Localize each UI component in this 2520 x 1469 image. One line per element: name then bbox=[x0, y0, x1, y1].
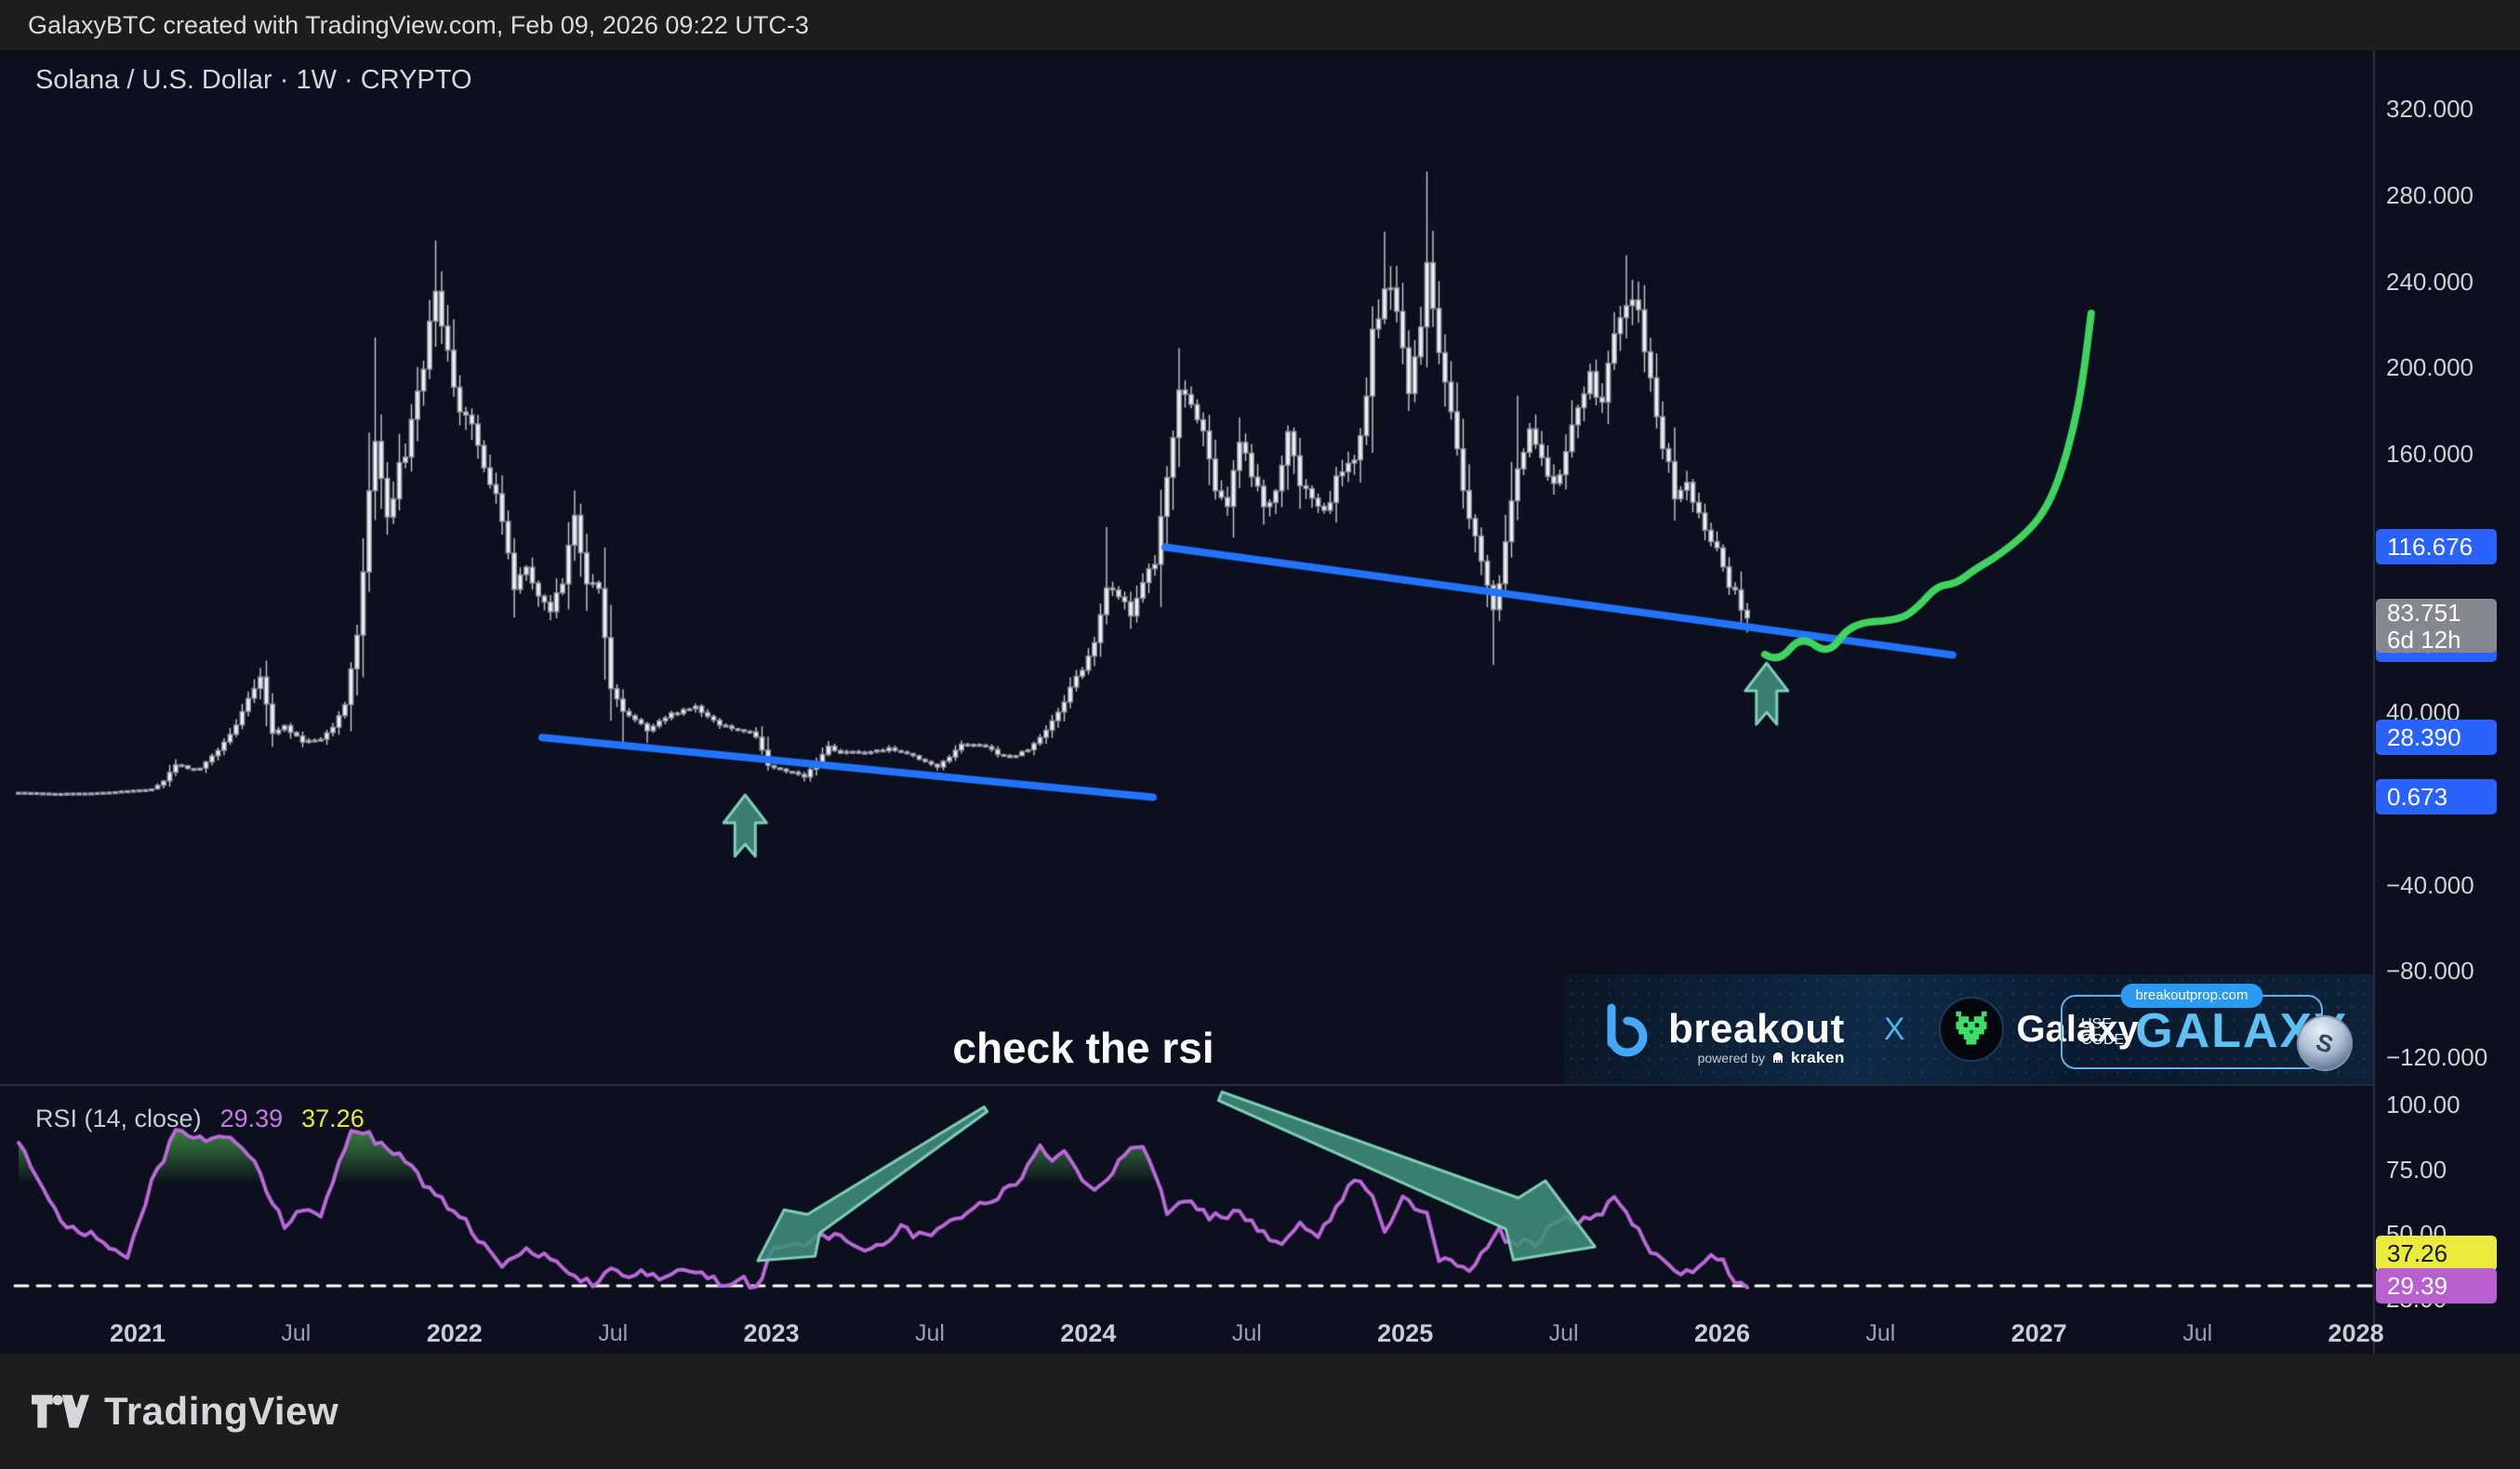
rsi-current-value: 29.39 bbox=[219, 1105, 284, 1132]
galaxy-logo-icon bbox=[1938, 997, 2004, 1062]
rsi-current-badge: 29.39 bbox=[2376, 1268, 2497, 1304]
time-axis-label: 2025 bbox=[1377, 1319, 1434, 1347]
price-axis-label: 160.000 bbox=[2386, 440, 2474, 469]
promo-banner: breakout powered by kraken X Galaxy brea… bbox=[1564, 974, 2373, 1084]
watermark-text: GalaxyBTC created with TradingView.com, … bbox=[28, 11, 809, 39]
last-price-value: 83.751 bbox=[2387, 599, 2461, 627]
galaxy-brand: Galaxy bbox=[1938, 997, 2139, 1062]
time-axis-label: 2026 bbox=[1693, 1319, 1751, 1347]
time-axis-label: Jul bbox=[1231, 1320, 1262, 1346]
tradingview-logo-text[interactable]: TradingView bbox=[104, 1389, 339, 1433]
rsi-legend[interactable]: RSI (14, close) 29.39 37.26 bbox=[35, 1105, 365, 1133]
time-axis-label: Jul bbox=[1865, 1320, 1896, 1346]
price-badge-trendline1-end: 0.673 bbox=[2376, 779, 2497, 814]
time-axis[interactable]: 2021 Jul 2022 Jul 2023 Jul 2024 Jul 2025 Jul 2026 J… bbox=[0, 1313, 2384, 1354]
promo-use-code-label: USE CODE bbox=[2081, 1016, 2125, 1048]
price-badge-trendline2-start: 116.676 bbox=[2376, 529, 2497, 564]
rsi-axis-label: 75.00 bbox=[2386, 1155, 2447, 1184]
kraken-icon bbox=[1773, 1052, 1783, 1063]
price-axis-label: 200.000 bbox=[2386, 353, 2474, 382]
powered-by-kraken: powered by kraken bbox=[1697, 1049, 1845, 1066]
galaxy-wordmark: Galaxy bbox=[2016, 1008, 2139, 1050]
breakout-brand: breakout powered by kraken bbox=[1599, 1000, 1845, 1066]
breakout-logo-icon bbox=[1607, 1003, 1648, 1057]
watermark-bar: GalaxyBTC created with TradingView.com, … bbox=[0, 0, 2520, 50]
symbol-title[interactable]: Solana / U.S. Dollar · 1W · CRYPTO bbox=[35, 65, 472, 95]
price-rsi-canvas[interactable] bbox=[0, 50, 2373, 1354]
time-axis-label: Jul bbox=[281, 1320, 312, 1346]
time-axis-label: Jul bbox=[915, 1320, 945, 1346]
promo-url-pill: breakoutprop.com bbox=[2120, 984, 2263, 1008]
price-axis-label: −120.000 bbox=[2386, 1043, 2488, 1072]
time-axis-label: Jul bbox=[598, 1320, 629, 1346]
time-axis-label: 2027 bbox=[2010, 1319, 2067, 1347]
time-axis-label: 2023 bbox=[743, 1319, 800, 1347]
rsi-ma-badge: 37.26 bbox=[2376, 1236, 2497, 1271]
annotation-check-rsi: check the rsi bbox=[952, 1024, 1214, 1072]
tradingview-logo-icon[interactable] bbox=[32, 1391, 89, 1432]
rsi-ma-value: 37.26 bbox=[301, 1105, 365, 1132]
bar-countdown: 6d 12h bbox=[2387, 626, 2461, 654]
price-axis-label: 240.000 bbox=[2386, 267, 2474, 296]
footer: TradingView bbox=[0, 1354, 2520, 1469]
breakout-wordmark: breakout bbox=[1668, 1006, 1845, 1052]
price-axis[interactable]: 116.676 66.674 83.751 6d 12h 28.390 0.67… bbox=[2373, 50, 2520, 1354]
rsi-axis-label: 100.00 bbox=[2386, 1091, 2460, 1118]
rsi-legend-label: RSI (14, close) bbox=[35, 1105, 202, 1132]
price-badge-trendline1-start: 28.390 bbox=[2376, 720, 2497, 755]
price-axis-label: −80.000 bbox=[2386, 957, 2474, 986]
time-axis-label: Jul bbox=[1548, 1320, 1579, 1346]
time-axis-label: Jul bbox=[2182, 1320, 2213, 1346]
last-price-badge: 83.751 6d 12h bbox=[2376, 599, 2497, 653]
partnership-x: X bbox=[1883, 1011, 1905, 1047]
time-axis-label: 2021 bbox=[109, 1319, 166, 1347]
time-axis-label: 2024 bbox=[1060, 1319, 1117, 1347]
time-axis-label: 2028 bbox=[2328, 1319, 2384, 1347]
price-axis-label: 280.000 bbox=[2386, 180, 2474, 209]
promo-code-box: breakoutprop.com USE CODE GALAXY bbox=[2061, 984, 2346, 1069]
time-axis-label: 2022 bbox=[426, 1319, 483, 1347]
price-axis-label: 320.000 bbox=[2386, 95, 2474, 124]
price-axis-label: −40.000 bbox=[2386, 870, 2474, 899]
